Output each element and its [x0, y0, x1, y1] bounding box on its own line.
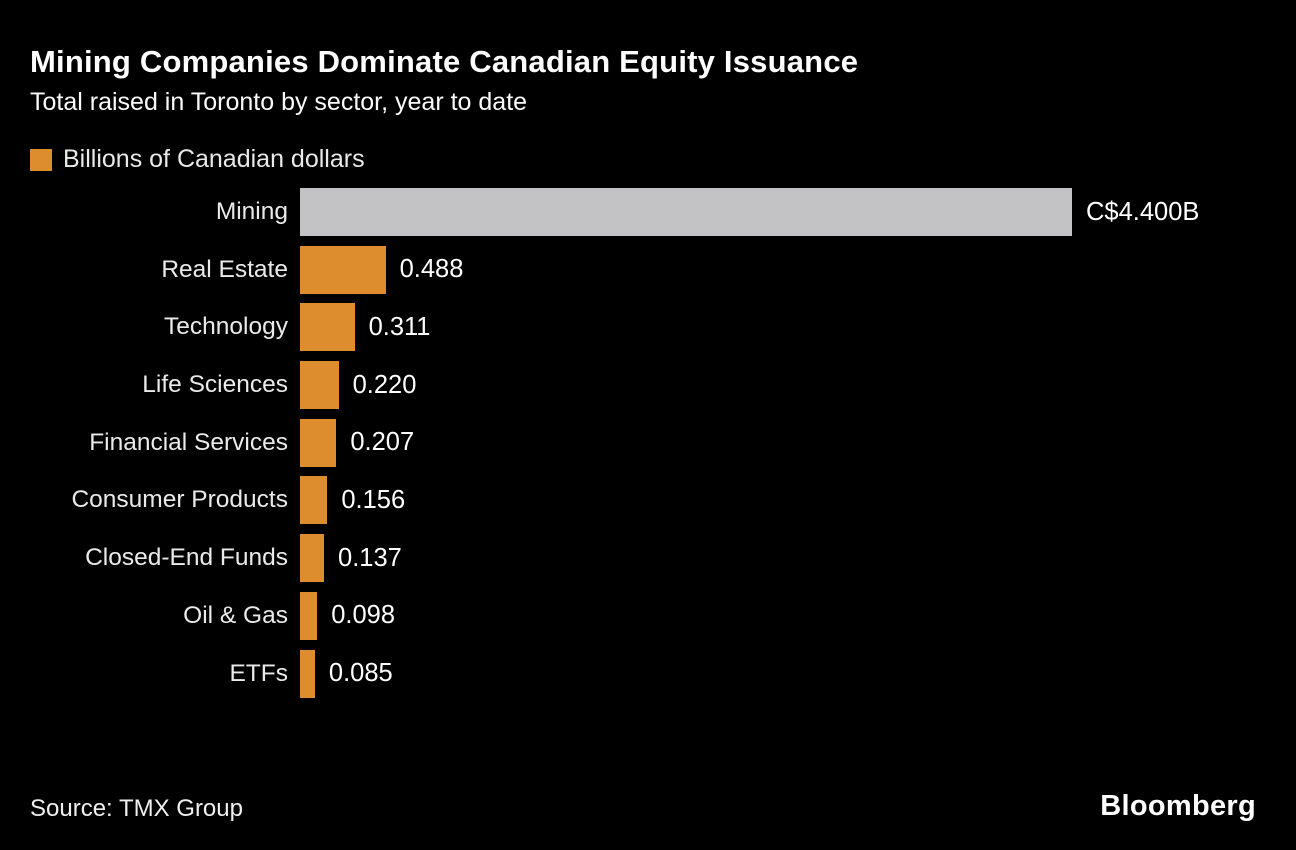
bar-technology	[300, 303, 355, 352]
bar-oil-gas	[300, 591, 318, 640]
chart-row-life-sciences: Life Sciences 0.220	[30, 361, 1276, 410]
source-credit: Source: TMX Group	[30, 795, 243, 822]
bar-financial-services	[300, 418, 337, 467]
bar-closed-end-funds	[300, 534, 325, 583]
value-label-financial-services: 0.207	[350, 428, 415, 457]
chart-row-technology: Technology 0.311	[30, 303, 1276, 352]
value-label-etfs: 0.085	[328, 659, 393, 687]
legend-label: Billions of Canadian dollars	[63, 145, 365, 173]
value-label-mining: C$4.400B	[1086, 197, 1200, 226]
legend-swatch-square-icon	[30, 148, 52, 171]
bar-consumer-products	[300, 476, 328, 525]
category-label-mining: Mining	[215, 198, 288, 225]
value-label-oil-gas: 0.098	[331, 601, 395, 630]
value-label-real-estate: 0.488	[399, 255, 464, 284]
value-label-technology: 0.311	[368, 312, 431, 341]
chart-row-mining: Mining C$4.400B	[30, 188, 1276, 236]
chart-row-real-estate: Real Estate 0.488	[30, 245, 1276, 294]
chart-row-etfs: ETFs 0.085	[30, 649, 1276, 698]
category-label-closed-end-funds: Closed-End Funds	[85, 544, 288, 572]
value-label-consumer-products: 0.156	[341, 485, 406, 514]
chart-row-consumer-products: Consumer Products 0.156	[30, 476, 1276, 525]
category-label-consumer-products: Consumer Products	[71, 486, 288, 514]
category-label-financial-services: Financial Services	[89, 428, 288, 456]
category-label-oil-gas: Oil & Gas	[183, 601, 288, 629]
bar-chart: Mining C$4.400B Real Estate 0.488 Technology…	[30, 188, 1276, 698]
bar-life-sciences	[300, 361, 339, 410]
bar-real-estate	[300, 245, 386, 294]
chart-row-closed-end-funds: Closed-End Funds 0.137	[30, 534, 1276, 583]
value-label-life-sciences: 0.220	[352, 370, 417, 399]
bar-etfs	[300, 649, 315, 698]
page-title: Mining Companies Dominate Canadian Equit…	[30, 44, 859, 79]
bloomberg-logo: Bloomberg	[1100, 790, 1256, 822]
category-label-life-sciences: Life Sciences	[142, 371, 288, 399]
category-label-etfs: ETFs	[229, 659, 288, 687]
chart-row-financial-services: Financial Services 0.207	[30, 418, 1276, 467]
category-label-real-estate: Real Estate	[161, 255, 288, 283]
value-label-closed-end-funds: 0.137	[338, 543, 402, 572]
category-label-technology: Technology	[164, 313, 288, 341]
bar-mining	[300, 188, 1072, 236]
page-subtitle: Total raised in Toronto by sector, year …	[30, 88, 528, 116]
legend: Billions of Canadian dollars	[30, 145, 365, 174]
chart-row-oil-gas: Oil & Gas 0.098	[30, 591, 1276, 640]
